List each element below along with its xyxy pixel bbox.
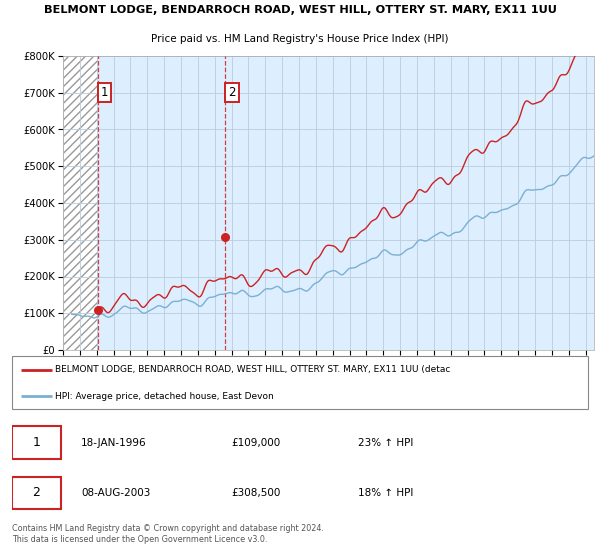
Text: 1: 1 — [101, 86, 109, 100]
Bar — [63, 56, 98, 350]
FancyBboxPatch shape — [12, 426, 61, 459]
Text: 2: 2 — [32, 487, 40, 500]
Text: £308,500: £308,500 — [231, 488, 280, 498]
Text: 23% ↑ HPI: 23% ↑ HPI — [358, 438, 413, 447]
Text: BELMONT LODGE, BENDARROCH ROAD, WEST HILL, OTTERY ST. MARY, EX11 1UU (detac: BELMONT LODGE, BENDARROCH ROAD, WEST HIL… — [55, 366, 451, 375]
FancyBboxPatch shape — [12, 356, 588, 409]
FancyBboxPatch shape — [12, 477, 61, 509]
Text: Price paid vs. HM Land Registry's House Price Index (HPI): Price paid vs. HM Land Registry's House … — [151, 34, 449, 44]
Text: 18% ↑ HPI: 18% ↑ HPI — [358, 488, 413, 498]
Text: 2: 2 — [228, 86, 236, 100]
Text: £109,000: £109,000 — [231, 438, 280, 447]
Text: 08-AUG-2003: 08-AUG-2003 — [81, 488, 151, 498]
Text: 18-JAN-1996: 18-JAN-1996 — [81, 438, 147, 447]
Text: 1: 1 — [32, 436, 40, 449]
Text: HPI: Average price, detached house, East Devon: HPI: Average price, detached house, East… — [55, 391, 274, 400]
Text: Contains HM Land Registry data © Crown copyright and database right 2024.
This d: Contains HM Land Registry data © Crown c… — [12, 524, 324, 544]
Text: BELMONT LODGE, BENDARROCH ROAD, WEST HILL, OTTERY ST. MARY, EX11 1UU: BELMONT LODGE, BENDARROCH ROAD, WEST HIL… — [44, 5, 556, 15]
